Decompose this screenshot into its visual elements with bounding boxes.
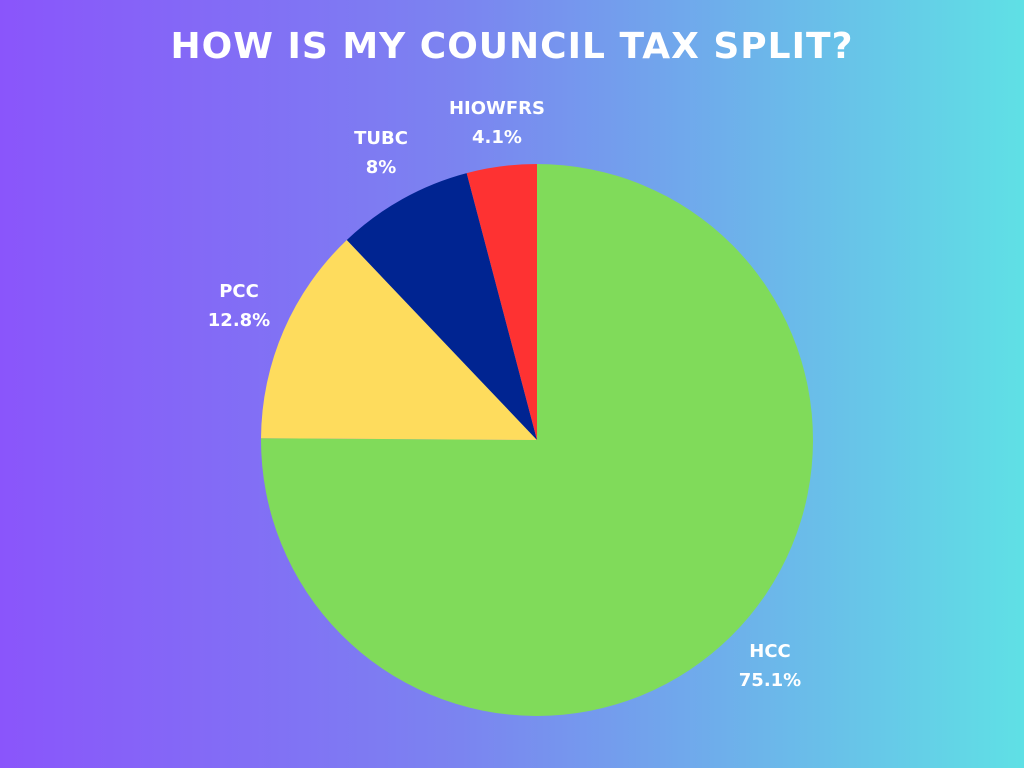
slice-label-pcc: PCC <box>219 281 259 302</box>
slice-label-tubc: TUBC <box>354 128 408 149</box>
slice-label-hiowfrs: HIOWFRS <box>449 98 545 119</box>
chart-title: HOW IS MY COUNCIL TAX SPLIT? <box>170 26 854 67</box>
pie-slice-hcc <box>261 164 814 717</box>
slice-value-pcc: 12.8% <box>208 310 270 331</box>
slice-value-hcc: 75.1% <box>739 670 801 691</box>
pie-slice-pcc <box>261 240 537 440</box>
pie-slices <box>261 164 814 717</box>
slice-value-hiowfrs: 4.1% <box>472 127 522 148</box>
slice-label-hcc: HCC <box>749 641 790 662</box>
pie-slice-hiowfrs <box>466 164 537 440</box>
slice-value-tubc: 8% <box>366 157 397 178</box>
pie-slice-tubc <box>346 173 537 441</box>
pie-labels: HCC 75.1% PCC 12.8% TUBC 8% HIOWFRS 4.1% <box>208 98 801 691</box>
